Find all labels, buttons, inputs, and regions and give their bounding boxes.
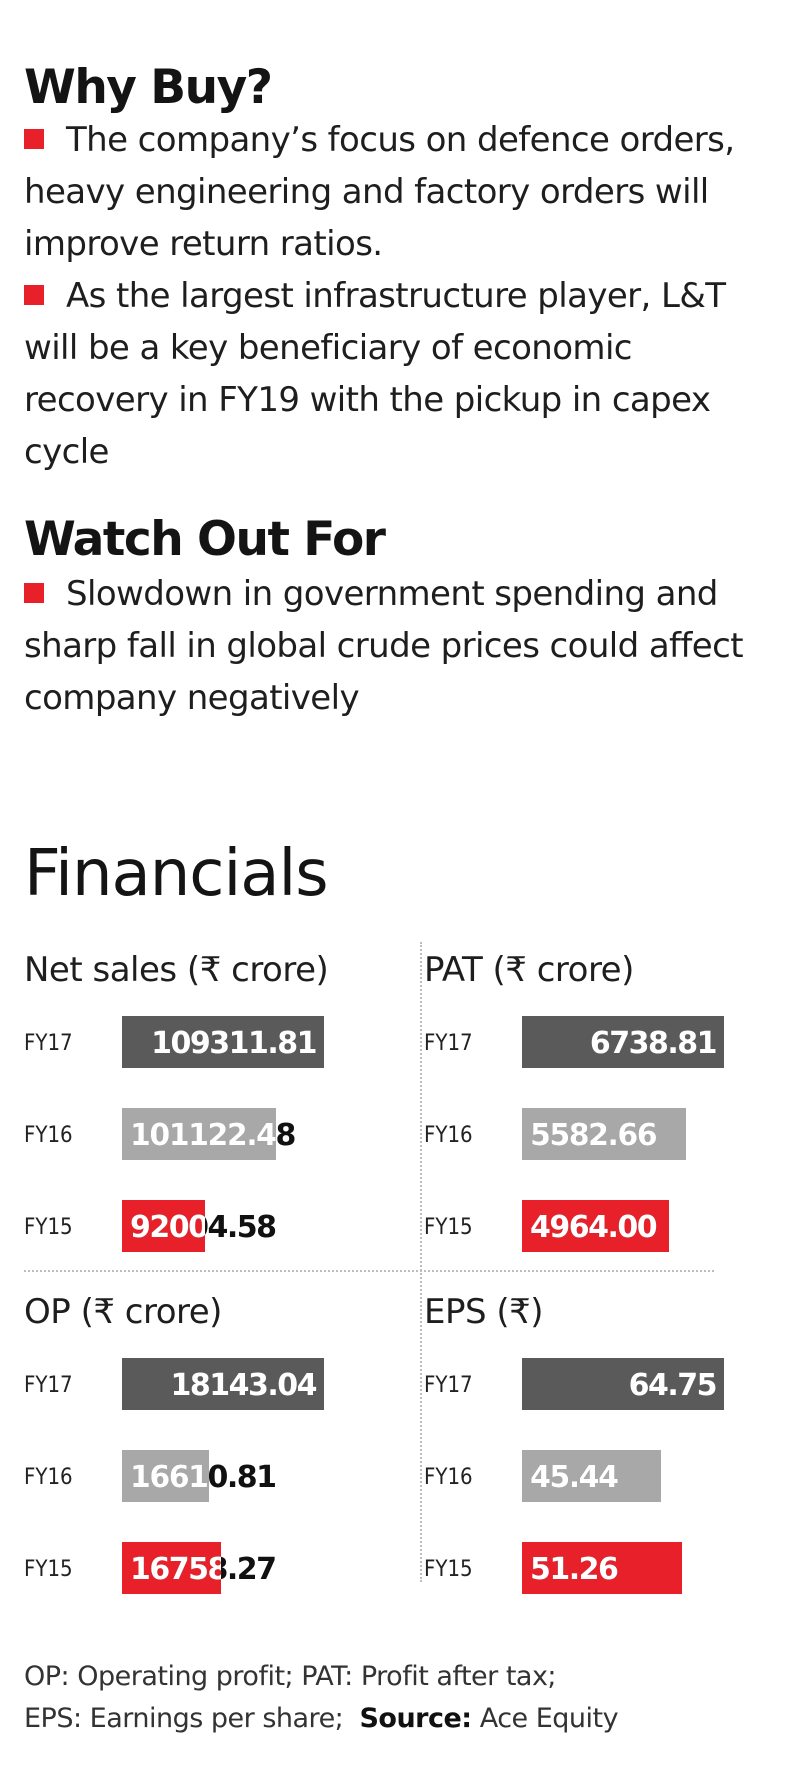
category-label: FY15 [24,1215,73,1240]
bar-fy17 [522,1016,724,1068]
vertical-divider [420,942,422,1582]
footnote-eps: EPS: Earnings per share; [24,1703,344,1734]
category-label: FY17 [424,1373,473,1398]
bullet-text: The company’s focus on defence orders, h… [24,120,735,264]
bar-fy15 [122,1200,205,1252]
pat-chart: PAT (₹ crore) FY17 6738.81 FY16 5582.66 5582… [424,948,784,1278]
horizontal-divider [24,1270,714,1272]
category-label: FY15 [424,1215,473,1240]
why-buy-bullet-2: As the largest infrastructure player, L&… [24,270,744,478]
value-label: 92004.58 [130,1210,276,1245]
chart-title: EPS (₹) [424,1292,544,1332]
bullet-text: As the largest infrastructure player, L&… [24,276,726,472]
why-buy-bullet-1: The company’s focus on defence orders, h… [24,114,744,270]
bar-fy15 [522,1200,669,1252]
category-label: FY17 [424,1031,473,1056]
value-label: 109311.81 [151,1026,316,1061]
bar-fy16 [122,1108,276,1160]
value-label: 51.26 [530,1552,618,1587]
value-label-overlay: 16758.27 [130,1552,276,1587]
category-label: FY15 [424,1557,473,1582]
value-label: 64.75 [629,1368,716,1403]
source-label: Source: [359,1703,472,1734]
red-square-icon [24,129,44,149]
value-label-overlay: 5582.66 [530,1118,657,1153]
bullet-text: Slowdown in government spending and shar… [24,574,744,718]
category-label: FY15 [24,1557,73,1582]
value-label: 16758.27 [130,1552,276,1587]
bar-fy17 [122,1358,324,1410]
value-label-overlay: 4964.00 [530,1210,657,1245]
chart-title: Net sales (₹ crore) [24,950,329,990]
footnote-source: EPS: Earnings per share; Source: Ace Equ… [24,1698,784,1740]
value-label-overlay: 101122.48 [130,1118,296,1153]
bar-fy15 [522,1542,682,1594]
value-label-overlay: 45.44 [530,1460,618,1495]
value-label: 5582.66 [530,1118,657,1153]
bar-fy17 [122,1016,324,1068]
why-buy-heading: Why Buy? [24,60,273,115]
watch-out-bullet-1: Slowdown in government spending and shar… [24,568,744,724]
watch-out-heading: Watch Out For [24,512,386,567]
category-label: FY17 [24,1031,73,1056]
value-label-overlay: 51.26 [530,1552,618,1587]
value-label: 4964.00 [530,1210,657,1245]
bar-fy16 [522,1108,686,1160]
red-square-icon [24,285,44,305]
value-label: 16610.81 [130,1460,276,1495]
bar-fy15 [122,1542,221,1594]
value-label: 6738.81 [590,1026,716,1061]
bar-fy16 [522,1450,661,1502]
category-label: FY16 [424,1465,473,1490]
chart-title: PAT (₹ crore) [424,950,634,990]
value-label: 45.44 [530,1460,618,1495]
op-chart: OP (₹ crore) FY17 18143.04 FY16 16610.81 166… [24,1290,384,1620]
bar-fy17 [522,1358,724,1410]
eps-chart: EPS (₹) FY17 64.75 FY16 45.44 45.44 FY15 51.26… [424,1290,784,1620]
category-label: FY17 [24,1373,73,1398]
value-label-overlay: 16610.81 [130,1460,276,1495]
category-label: FY16 [424,1123,473,1148]
net-sales-chart: Net sales (₹ crore) FY17 109311.81 FY16 101… [24,948,384,1278]
bar-fy16 [122,1450,209,1502]
source-value: Ace Equity [479,1703,619,1734]
category-label: FY16 [24,1465,73,1490]
category-label: FY16 [24,1123,73,1148]
financials-title: Financials [24,837,329,911]
red-square-icon [24,583,44,603]
value-label: 18143.04 [170,1368,316,1403]
value-label: 101122.48 [130,1118,296,1153]
chart-title: OP (₹ crore) [24,1292,222,1332]
value-label-overlay: 92004.58 [130,1210,276,1245]
footnote-definitions: OP: Operating profit; PAT: Profit after … [24,1661,557,1692]
